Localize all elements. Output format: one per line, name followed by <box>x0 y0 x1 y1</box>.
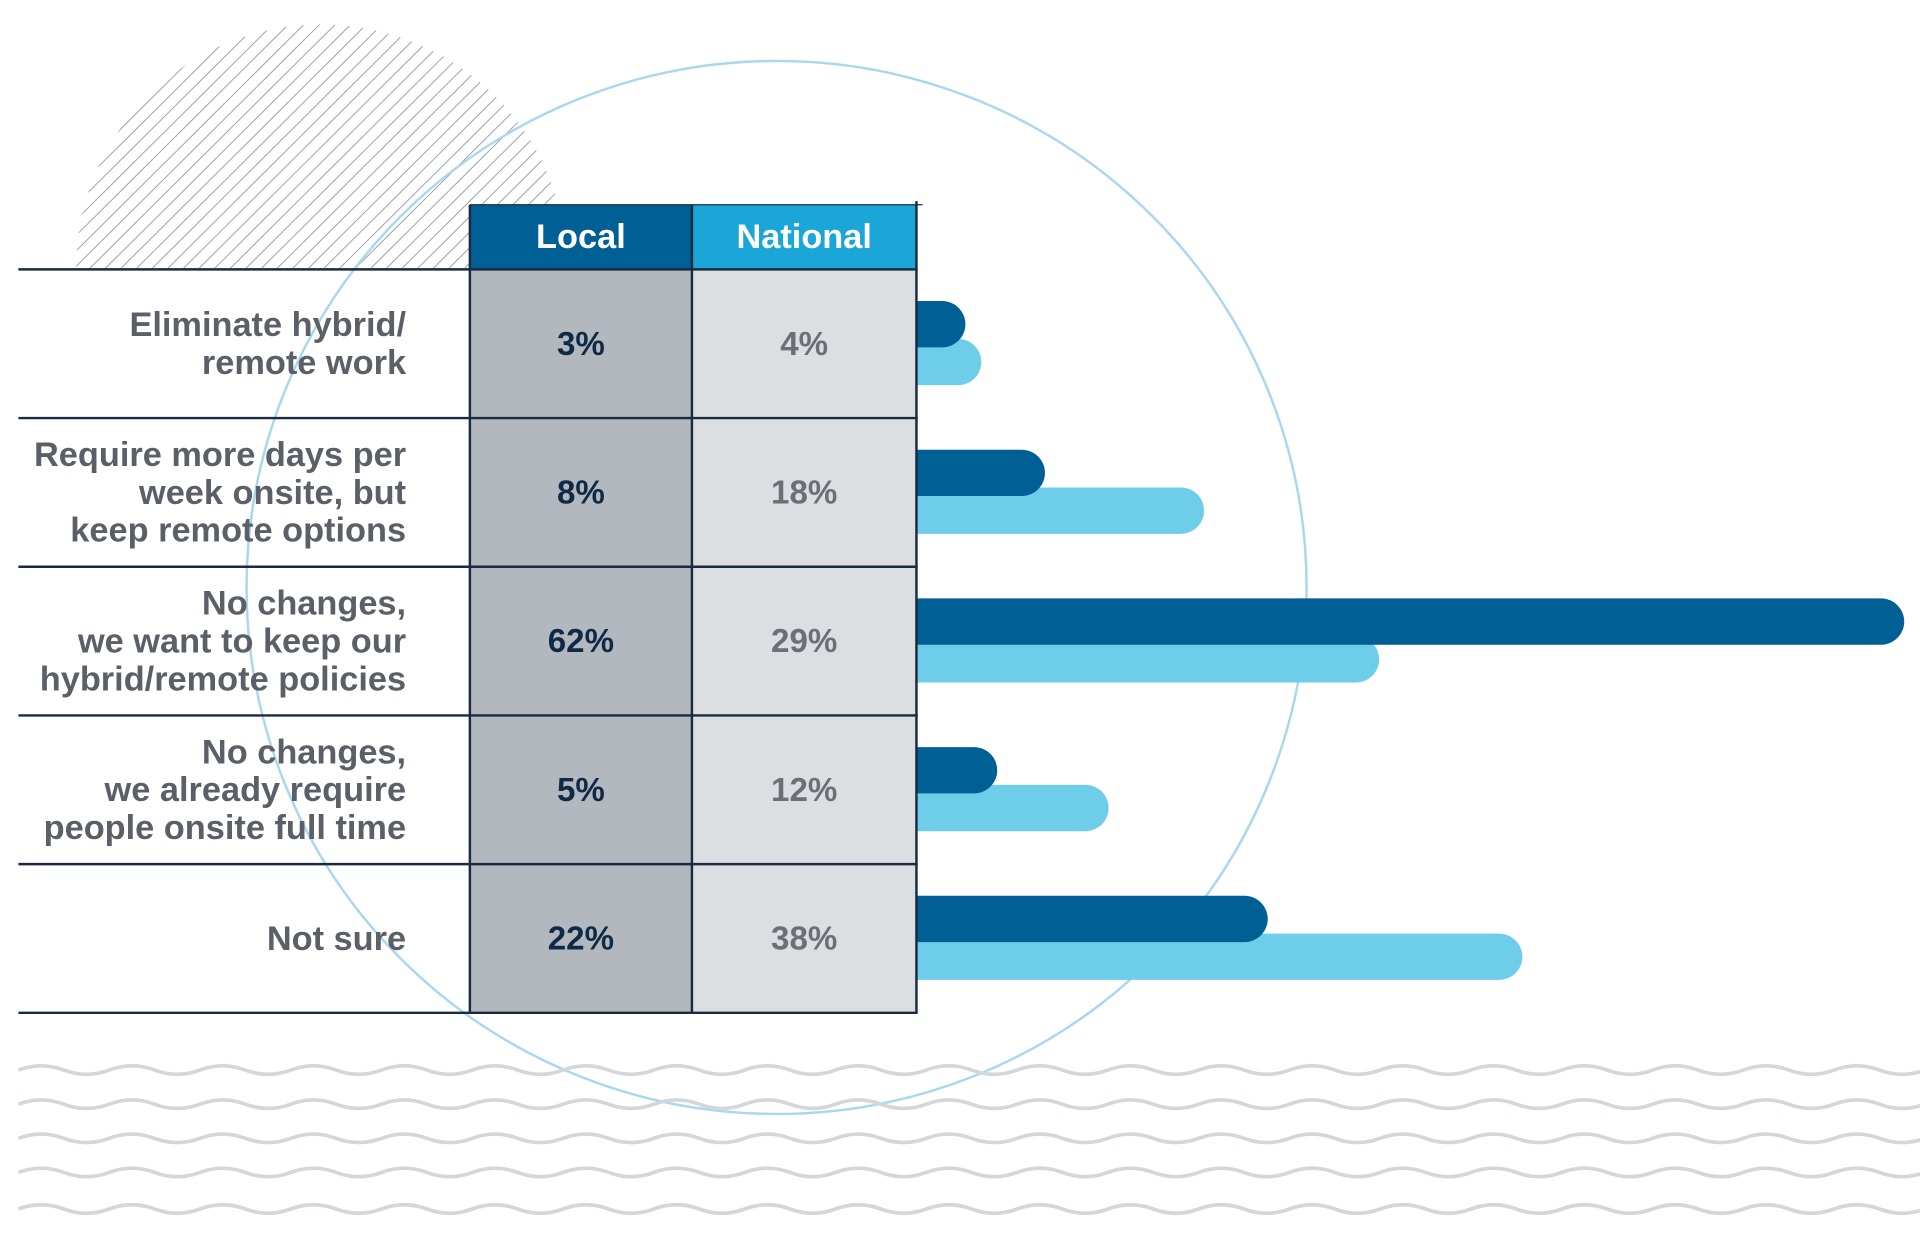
value-label: 8% <box>557 474 605 511</box>
bar <box>868 895 1268 943</box>
wave-line <box>17 1202 1920 1216</box>
category-label: No changes, <box>202 734 406 772</box>
category-label: remote work <box>202 344 407 382</box>
table-cell <box>691 864 917 1013</box>
category-label: people onsite full time <box>44 809 406 847</box>
header-cell <box>691 204 917 270</box>
value-label: 4% <box>780 325 828 362</box>
table-cell <box>691 269 917 419</box>
table-cell <box>691 715 917 865</box>
value-label: 3% <box>557 325 605 362</box>
category-label: Require more days per <box>34 436 406 474</box>
table-cell <box>469 715 692 865</box>
category-label: we already require <box>104 771 407 809</box>
category-label: hybrid/remote policies <box>40 660 406 698</box>
value-label: 18% <box>771 474 837 511</box>
value-label: 5% <box>557 771 605 808</box>
table-cell <box>469 566 692 716</box>
wave-decoration <box>17 1063 1920 1216</box>
wave-line <box>17 1098 1920 1111</box>
category-label: week onsite, but <box>138 474 406 512</box>
category-label: keep remote options <box>70 512 406 550</box>
value-label: 62% <box>548 622 614 659</box>
bar <box>868 636 1380 683</box>
table-cell <box>691 566 917 716</box>
value-label: 12% <box>771 771 837 808</box>
wave-line <box>17 1132 1920 1145</box>
value-label: 29% <box>771 622 837 659</box>
category-label: Not sure <box>267 920 406 958</box>
category-label: we want to keep our <box>77 623 406 661</box>
bar <box>868 487 1205 534</box>
category-label: Eliminate hybrid/ <box>129 306 406 344</box>
table-cell <box>469 864 692 1013</box>
header-cell <box>469 204 692 270</box>
legend-label: Local <box>536 218 626 256</box>
wave-line <box>17 1063 1920 1077</box>
value-label: 22% <box>548 920 614 957</box>
bar <box>868 933 1523 980</box>
table: Local National 3% 4% Eliminate hybrid/remote… <box>18 201 923 1014</box>
bars <box>868 301 1905 980</box>
circle-decoration <box>245 59 1308 1116</box>
table-cell <box>469 418 692 567</box>
bar <box>868 784 1109 832</box>
category-label: No changes, <box>202 585 406 623</box>
bar <box>868 598 1905 645</box>
table-cell <box>469 269 692 419</box>
value-label: 38% <box>771 920 837 957</box>
legend-label: National <box>736 218 871 256</box>
table-cell <box>691 418 917 567</box>
wave-line <box>17 1166 1920 1179</box>
